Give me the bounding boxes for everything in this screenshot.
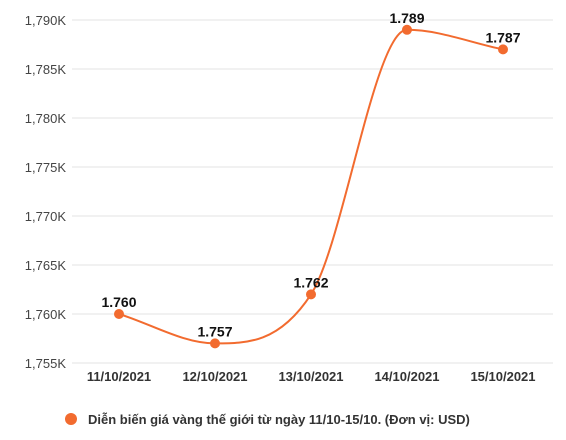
data-label: 1.787: [485, 29, 520, 45]
legend-label: Diễn biến giá vàng thế giới từ ngày 11/1…: [88, 412, 470, 427]
data-point[interactable]: [498, 44, 508, 55]
data-label: 1.760: [101, 294, 136, 310]
data-point[interactable]: [306, 289, 316, 300]
x-axis-ticks: 11/10/2021 12/10/2021 13/10/2021 14/10/2021…: [87, 369, 536, 384]
y-tick-label: 1,775K: [25, 160, 67, 175]
y-tick-label: 1,765K: [25, 258, 67, 273]
y-axis-ticks: 1,755K 1,760K 1,765K 1,770K 1,775K 1,780K 1,78…: [25, 13, 67, 371]
data-label: 1.789: [389, 10, 424, 26]
data-point[interactable]: [402, 24, 412, 35]
y-tick-label: 1,760K: [25, 307, 67, 322]
x-tick-label: 14/10/2021: [374, 369, 439, 384]
y-tick-label: 1,770K: [25, 209, 67, 224]
data-point[interactable]: [114, 309, 124, 319]
x-tick-label: 13/10/2021: [278, 369, 343, 384]
data-label: 1.757: [197, 323, 232, 339]
data-point[interactable]: [210, 338, 220, 349]
x-tick-label: 12/10/2021: [182, 369, 247, 384]
y-tick-label: 1,785K: [25, 62, 67, 77]
series-line: [118, 28, 504, 345]
y-tick-label: 1,755K: [25, 356, 67, 371]
x-tick-label: 15/10/2021: [470, 369, 535, 384]
grid-lines: [72, 19, 553, 364]
data-labels: 1.760 1.757 1.762 1.789 1.787: [101, 10, 520, 340]
legend[interactable]: Diễn biến giá vàng thế giới từ ngày 11/1…: [65, 412, 470, 427]
x-tick-label: 11/10/2021: [87, 369, 151, 384]
y-tick-label: 1,780K: [25, 111, 67, 126]
legend-marker: [65, 413, 77, 425]
series-layer: [114, 24, 508, 349]
data-label: 1.762: [293, 274, 328, 290]
y-tick-label: 1,790K: [25, 13, 67, 28]
